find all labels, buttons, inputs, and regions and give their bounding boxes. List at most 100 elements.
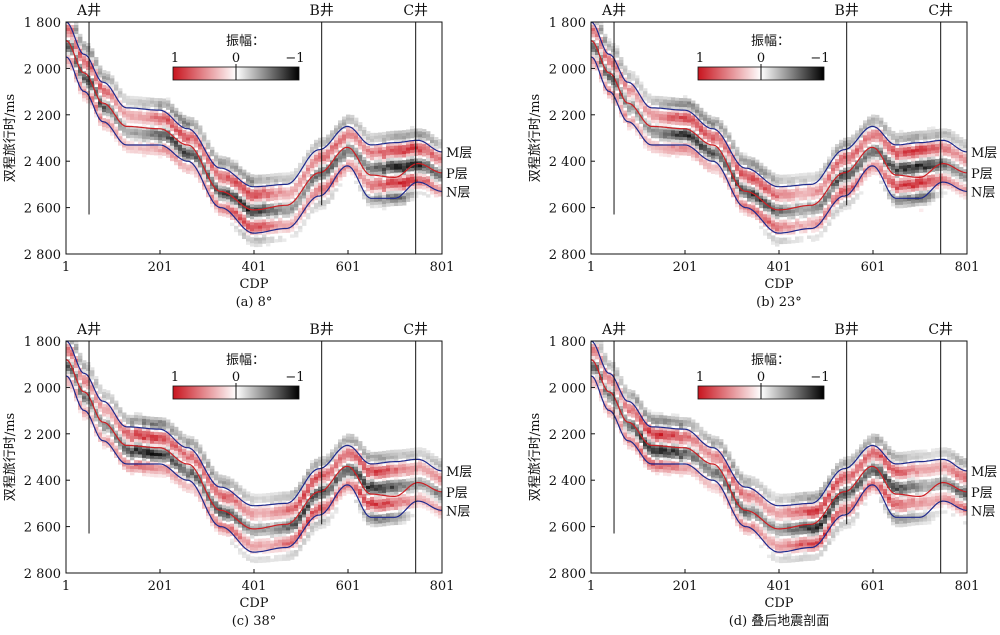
well-label-2: C井 [403, 322, 428, 338]
y-tick-label: 2 200 [549, 109, 586, 124]
legend-min-label: 1 [696, 51, 704, 66]
legend-min-label: 1 [696, 370, 704, 385]
panel-2: M层 P层 N层 A井 B井 C井 1 201 401 601 801 1 800 2 000 2 200… [3, 322, 472, 629]
y-tick-label: 2 600 [24, 202, 61, 217]
y-axis-label: 双程旅行时/ms [3, 94, 18, 182]
legend-mid-label: 0 [757, 370, 765, 385]
x-axis-label: CDP [764, 596, 793, 611]
horizon-line-2 [590, 56, 968, 234]
x-tick-label: 201 [673, 579, 698, 594]
y-tick-label: 2 800 [549, 567, 586, 582]
y-tick-label: 2 600 [549, 202, 586, 217]
well-label-2: C井 [403, 3, 428, 19]
panel-3: M层 P层 N层 A井 B井 C井 1 201 401 601 801 1 800 2 000 2 200… [528, 322, 997, 629]
y-tick-label: 2 400 [549, 155, 586, 170]
well-label-2: C井 [928, 322, 953, 338]
x-tick-label: 1 [587, 260, 595, 275]
horizon-label-1: P层 [446, 167, 468, 182]
y-tick-label: 2 400 [24, 474, 61, 489]
y-tick-label: 2 000 [549, 62, 586, 77]
x-tick-label: 401 [767, 579, 792, 594]
x-axis-label: CDP [239, 277, 268, 292]
panel-0: M层 P层 N层 A井 B井 C井 1 201 401 601 801 1 800 2 000 2 200… [3, 3, 472, 310]
amplitude-legend: 振幅： 1 0 −1 [171, 353, 305, 400]
y-tick-label: 2 600 [549, 521, 586, 536]
x-tick-label: 1 [62, 260, 70, 275]
legend-min-label: 1 [171, 51, 179, 66]
horizon-label-1: P层 [446, 486, 468, 501]
x-tick-label: 801 [955, 260, 980, 275]
seismic-section [66, 22, 443, 248]
well-label-1: B井 [835, 322, 859, 338]
horizon-line-1 [65, 40, 443, 211]
legend-title: 振幅： [751, 353, 790, 368]
legend-max-label: −1 [285, 51, 304, 66]
x-tick-label: 601 [336, 579, 361, 594]
horizon-line-0 [65, 21, 443, 188]
x-tick-label: 201 [673, 260, 698, 275]
horizon-line-1 [590, 359, 968, 530]
y-tick-label: 2 200 [549, 428, 586, 443]
horizon-line-0 [590, 21, 968, 188]
well-label-0: A井 [76, 322, 101, 338]
x-tick-label: 401 [767, 260, 792, 275]
y-tick-label: 2 200 [24, 109, 61, 124]
x-tick-label: 401 [242, 579, 267, 594]
x-tick-label: 601 [861, 260, 886, 275]
panel-caption: (d) 叠后地震剖面 [729, 614, 830, 629]
y-tick-label: 2 800 [24, 248, 61, 263]
x-tick-label: 601 [861, 579, 886, 594]
panel-1: M层 P层 N层 A井 B井 C井 1 201 401 601 801 1 800 2 000 2 200… [528, 3, 997, 310]
horizon-label-1: P层 [971, 167, 993, 182]
amplitude-legend: 振幅： 1 0 −1 [696, 353, 830, 400]
well-label-1: B井 [835, 3, 859, 19]
legend-max-label: −1 [810, 51, 829, 66]
horizon-label-1: P层 [971, 486, 993, 501]
horizon-label-0: M层 [971, 146, 997, 161]
panel-caption: (c) 38° [232, 614, 277, 629]
x-axis-label: CDP [764, 277, 793, 292]
y-axis-label: 双程旅行时/ms [3, 413, 18, 501]
horizon-line-1 [590, 40, 968, 211]
y-tick-label: 1 800 [24, 16, 61, 31]
horizon-line-0 [590, 340, 968, 507]
y-tick-label: 2 200 [24, 428, 61, 443]
x-tick-label: 801 [430, 260, 455, 275]
x-tick-label: 201 [148, 579, 173, 594]
legend-mid-label: 0 [232, 51, 240, 66]
horizon-label-0: M层 [446, 146, 472, 161]
horizon-label-2: N层 [971, 504, 995, 519]
x-axis-label: CDP [239, 596, 268, 611]
y-axis-label: 双程旅行时/ms [528, 413, 543, 501]
horizon-line-1 [65, 359, 443, 530]
x-tick-label: 201 [148, 260, 173, 275]
legend-title: 振幅： [226, 34, 265, 49]
well-label-0: A井 [601, 322, 626, 338]
y-tick-label: 2 400 [24, 155, 61, 170]
horizon-line-2 [590, 375, 968, 553]
y-tick-label: 2 000 [24, 62, 61, 77]
x-tick-label: 1 [587, 579, 595, 594]
legend-mid-label: 0 [232, 370, 240, 385]
panel-caption: (b) 23° [756, 295, 802, 310]
y-axis-label: 双程旅行时/ms [528, 94, 543, 182]
legend-mid-label: 0 [757, 51, 765, 66]
seismic-section [66, 341, 443, 564]
horizon-line-2 [65, 56, 443, 234]
panel-caption: (a) 8° [236, 295, 273, 310]
well-label-0: A井 [601, 3, 626, 19]
y-tick-label: 1 800 [549, 16, 586, 31]
legend-max-label: −1 [285, 370, 304, 385]
horizon-line-0 [65, 340, 443, 507]
x-tick-label: 1 [62, 579, 70, 594]
y-tick-label: 2 000 [549, 381, 586, 396]
seismic-section [591, 341, 968, 564]
y-tick-label: 2 400 [549, 474, 586, 489]
horizon-label-2: N层 [446, 185, 470, 200]
seismic-section [591, 22, 968, 247]
x-tick-label: 401 [242, 260, 267, 275]
horizon-label-0: M层 [971, 465, 997, 480]
y-tick-label: 2 800 [24, 567, 61, 582]
y-tick-label: 1 800 [549, 335, 586, 350]
